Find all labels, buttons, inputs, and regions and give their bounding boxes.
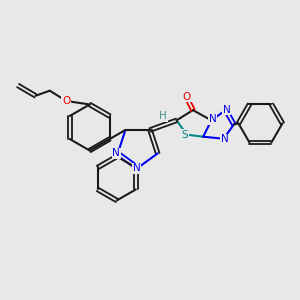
Text: O: O bbox=[62, 96, 70, 106]
Text: N: N bbox=[221, 134, 229, 144]
Text: N: N bbox=[133, 164, 141, 173]
Text: N: N bbox=[223, 105, 231, 115]
Text: N: N bbox=[112, 148, 120, 158]
Text: H: H bbox=[159, 112, 167, 122]
Text: N: N bbox=[208, 114, 216, 124]
Text: S: S bbox=[182, 130, 188, 140]
Text: O: O bbox=[183, 92, 191, 102]
